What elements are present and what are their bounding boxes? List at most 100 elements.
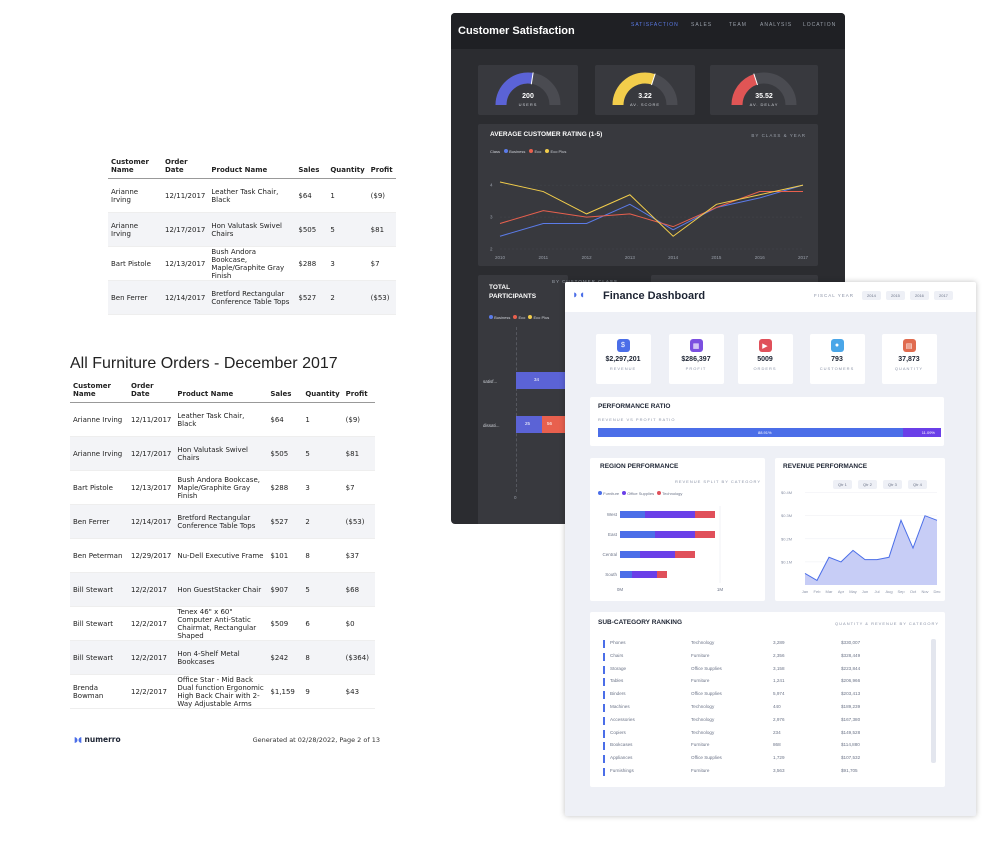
region-legend: Furniture Office Supplies Technology <box>598 491 682 496</box>
quarter-tab-3[interactable]: Qtr 3 <box>883 480 902 489</box>
x-tick-label: 2014 <box>668 255 679 260</box>
nav-tab-location[interactable]: LOCATION <box>803 22 837 28</box>
order-cell: Bush Andora Bookcase, Maple/Graphite Gra… <box>208 246 296 281</box>
subcategory-quantity: 234 <box>773 729 781 735</box>
row-marker <box>603 704 605 712</box>
quarter-tab-2[interactable]: Qtr 2 <box>858 480 877 489</box>
subcategory-row[interactable]: Phones Technology 3,289 $330,007 <box>603 638 933 651</box>
order-cell: Bill Stewart <box>70 572 128 607</box>
subcategory-row[interactable]: Bookcases Furniture 868 $114,880 <box>603 740 933 753</box>
nav-tab-team[interactable]: TEAM <box>729 22 747 28</box>
y-tick-label: $0.4M <box>781 490 792 495</box>
legend-label: Eco Plus <box>533 315 550 320</box>
subcategory-row[interactable]: Storage Office Supplies 3,158 $223,844 <box>603 664 933 677</box>
report-footer: ◗◖ numerro Generated at 02/28/2022, Page… <box>70 735 380 765</box>
order-cell: 3 <box>302 470 343 505</box>
nav-tab-sales[interactable]: SALES <box>691 22 713 28</box>
orders-table-top: Customer Name Order Date Product Name Sa… <box>108 158 396 315</box>
legend-label: Office Supplies <box>627 491 655 496</box>
participants-axis-line <box>516 327 517 492</box>
bar-technology <box>657 571 667 578</box>
subcategory-subtitle: QUANTITY & REVENUE BY CATEGORY <box>835 621 939 626</box>
report-fragment-top: Customer Name Order Date Product Name Sa… <box>108 158 396 315</box>
nav-tab-analysis[interactable]: ANALYSIS <box>760 22 793 28</box>
subcategory-name: Phones <box>610 640 626 645</box>
legend-item: Eco <box>513 315 525 320</box>
subcategory-row[interactable]: Accessories Technology 2,976 $167,380 <box>603 715 933 728</box>
bar-technology <box>695 531 715 538</box>
gauge-needle <box>530 72 534 85</box>
subcategory-row[interactable]: Furnishings Furniture 3,563 $91,705 <box>603 766 933 779</box>
year-tab-2017[interactable]: 2017 <box>934 291 953 300</box>
order-cell: Arianne Irving <box>108 212 162 247</box>
x-tick-label: 1M <box>717 587 724 592</box>
row-marker <box>603 768 605 776</box>
subcategory-name: Furnishings <box>610 768 634 773</box>
rating-chart-card: AVERAGE CUSTOMER RATING (1-5) BY CLASS &… <box>478 124 818 266</box>
subcategory-row[interactable]: Binders Office Supplies 5,974 $203,413 <box>603 689 933 702</box>
legend-item: Business <box>489 315 510 320</box>
subcategory-list: Phones Technology 3,289 $330,007 Chairs Furni… <box>603 638 933 783</box>
gauge-users <box>495 72 561 106</box>
column-header: Quantity <box>327 158 368 179</box>
bar-office-supplies <box>655 531 695 538</box>
table-row: Ben Peterman 12/29/2017 Nu-Dell Executive … <box>70 538 375 573</box>
subcategory-revenue: $223,844 <box>841 665 861 671</box>
bank-icon: ▦ <box>689 339 703 352</box>
order-cell: $43 <box>342 674 375 709</box>
subcategory-quantity: 1,729 <box>773 755 785 761</box>
quarter-tab-4[interactable]: Qtr 4 <box>908 480 927 489</box>
order-cell: Office Star - Mid Back Dual function Erg… <box>174 674 268 709</box>
performance-ratio-subtitle: REVENUE VS PROFIT RATIO <box>598 417 676 422</box>
region-performance-title: REGION PERFORMANCE <box>600 463 679 470</box>
row-marker <box>603 755 605 764</box>
order-cell: 5 <box>327 212 368 247</box>
order-cell: Leather Task Chair, Black <box>208 178 296 213</box>
order-cell: $81 <box>342 436 375 471</box>
subcategory-row[interactable]: Appliances Office Supplies 1,729 $107,532 <box>603 753 933 766</box>
legend-item: Eco Plus <box>528 315 549 320</box>
series-line-eco <box>499 191 803 228</box>
order-cell: ($364) <box>342 640 375 675</box>
participants-subtitle: BY CUSTOMER CLASS <box>552 279 617 284</box>
order-cell: Bretford Rectangular Conference Table To… <box>208 280 296 315</box>
subcategory-revenue: $328,449 <box>841 652 861 658</box>
subcategory-row[interactable]: Copiers Technology 234 $149,528 <box>603 728 933 741</box>
category-label: West <box>607 512 618 517</box>
column-header: Product Name <box>174 382 268 403</box>
subcategory-row[interactable]: Chairs Furniture 2,356 $328,449 <box>603 651 933 664</box>
performance-ratio-card: PERFORMANCE RATIO REVENUE VS PROFIT RATI… <box>590 397 944 446</box>
participants-title: TOTAL PARTICIPANTS <box>489 284 537 300</box>
year-tab-2014[interactable]: 2014 <box>862 291 881 300</box>
table-row: Bill Stewart 12/2/2017 Tenex 46" x 60" Com… <box>70 606 375 641</box>
row-marker <box>603 742 605 751</box>
participants-legend: Business Eco Eco Plus <box>489 315 549 320</box>
x-tick-label: Apr <box>838 589 845 594</box>
subcategory-category: Office Supplies <box>691 691 722 697</box>
table-row: Ben Ferrer 12/14/2017 Bretford Rectangular… <box>108 280 396 315</box>
subcategory-name: Chairs <box>610 652 624 658</box>
order-cell: 12/11/2017 <box>162 178 209 213</box>
subcategory-row[interactable]: Machines Technology 440 $189,239 <box>603 702 933 715</box>
participants-axis-tick: 0 <box>514 495 517 500</box>
column-header: Order Date <box>128 382 175 403</box>
subcategory-quantity: 3,563 <box>773 768 785 773</box>
nav-tab-satisfaction[interactable]: SATISFACTION <box>631 22 679 28</box>
kpi-profit: ▦ $286,397 PROFIT <box>671 334 721 371</box>
region-performance-card: REGION PERFORMANCE REVENUE SPLIT BY CATE… <box>590 458 765 601</box>
legend-label: Eco Plus <box>550 149 567 154</box>
order-cell: ($53) <box>367 280 396 315</box>
order-cell: Bretford Rectangular Conference Table To… <box>174 504 268 539</box>
year-tab-2016[interactable]: 2016 <box>910 291 929 300</box>
subcategory-scrollbar[interactable] <box>931 639 936 763</box>
year-tab-2015[interactable]: 2015 <box>886 291 905 300</box>
subcategory-row[interactable]: Tables Furniture 1,241 $206,966 <box>603 676 933 689</box>
gauge-value: 3.22 <box>638 93 652 100</box>
bar-technology <box>675 551 695 558</box>
quarter-tab-1[interactable]: Qtr 1 <box>833 480 852 489</box>
subcategory-revenue: $330,007 <box>841 640 861 645</box>
legend-label: Eco <box>518 315 526 320</box>
subcategory-name: Copiers <box>610 729 626 735</box>
subcategory-name: Accessories <box>610 716 635 722</box>
legend-item: Eco Plus <box>545 149 566 154</box>
